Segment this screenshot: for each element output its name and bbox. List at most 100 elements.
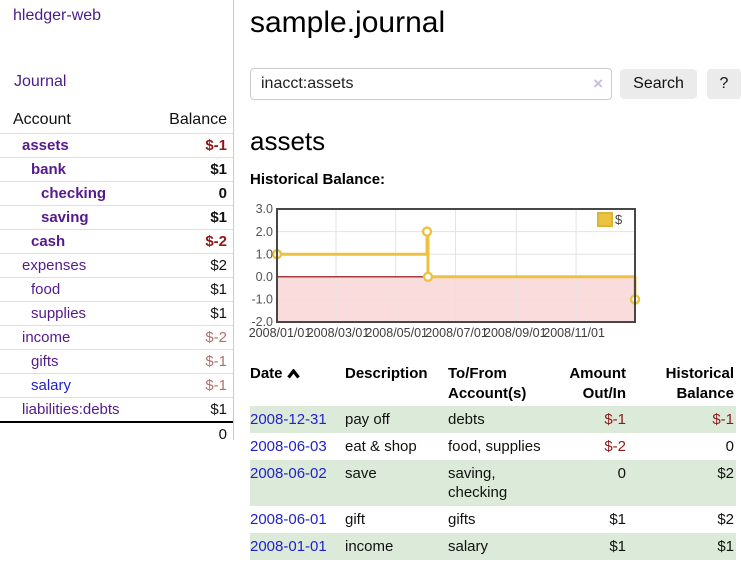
- svg-text:2008/09/01: 2008/09/01: [484, 326, 547, 340]
- svg-text:2008/01/01: 2008/01/01: [249, 326, 312, 340]
- account-balance: $1: [210, 209, 227, 226]
- transaction-amount: $1: [609, 538, 626, 555]
- sidebar-divider: [233, 0, 234, 440]
- page-title: sample.journal: [250, 6, 446, 39]
- svg-text:0.0: 0.0: [256, 270, 273, 284]
- x-axis-labels: 2008/01/01 2008/03/01 2008/05/01 2008/07…: [249, 326, 605, 340]
- app-title-link[interactable]: hledger-web: [13, 7, 102, 24]
- date-column-header[interactable]: Date: [250, 362, 345, 406]
- account-balance: $-1: [205, 353, 227, 370]
- account-link[interactable]: expenses: [22, 257, 87, 274]
- sort-ascending-icon: [286, 365, 300, 385]
- account-row-salary: salary $-1: [0, 373, 233, 397]
- transaction-accounts: saving, checking: [448, 465, 508, 501]
- transaction-date-link[interactable]: 2008-01-01: [250, 538, 327, 555]
- transaction-balance: $1: [717, 538, 734, 555]
- transaction-balance: $2: [717, 465, 734, 482]
- account-row-saving: saving $1: [0, 205, 233, 229]
- accounts-column-header: To/From Account(s): [448, 365, 527, 402]
- help-button[interactable]: ?: [707, 69, 741, 99]
- svg-text:-2.0: -2.0: [251, 315, 273, 329]
- svg-text:2.0: 2.0: [256, 225, 273, 239]
- balance-column-header: Historical Balance: [665, 365, 734, 402]
- account-balance-table: Account Balance assets $-1 bank $1 check…: [0, 108, 233, 446]
- search-button[interactable]: Search: [620, 69, 697, 99]
- account-row-assets: assets $-1: [0, 133, 233, 157]
- transaction-description: income: [345, 538, 394, 555]
- transaction-description: eat & shop: [345, 438, 417, 455]
- transaction-amount: $-2: [604, 438, 626, 455]
- transaction-accounts: debts: [448, 411, 485, 428]
- transaction-amount: 0: [617, 465, 626, 482]
- main-content: sample.journal × Search ? assets Histori…: [249, 0, 742, 560]
- account-balance: $-1: [205, 137, 227, 154]
- svg-text:1.0: 1.0: [256, 248, 273, 262]
- search-input[interactable]: [250, 68, 612, 100]
- account-row-income: income $-2: [0, 325, 233, 349]
- account-link[interactable]: food: [31, 281, 61, 298]
- account-link[interactable]: gifts: [31, 353, 59, 370]
- account-link[interactable]: assets: [22, 137, 69, 154]
- account-row-gifts: gifts $-1: [0, 349, 233, 373]
- account-link[interactable]: supplies: [31, 305, 87, 322]
- transaction-balance: $-1: [712, 411, 734, 428]
- account-row-supplies: supplies $1: [0, 301, 233, 325]
- transaction-date-link[interactable]: 2008-06-03: [250, 438, 327, 455]
- account-link[interactable]: salary: [31, 377, 72, 394]
- account-balance: 0: [218, 185, 227, 202]
- svg-text:2008/07/01: 2008/07/01: [425, 326, 488, 340]
- transaction-description: save: [345, 465, 377, 482]
- account-total-row: 0: [0, 421, 233, 446]
- transaction-balance: 0: [725, 438, 734, 455]
- register-table: Date Description To/From Account(s) Amou…: [250, 362, 736, 560]
- transaction-row: 2008-06-03 eat & shop food, supplies $-2…: [250, 433, 736, 460]
- register-header-row: Date Description To/From Account(s) Amou…: [250, 362, 736, 406]
- transaction-accounts: salary: [448, 538, 489, 555]
- account-row-expenses: expenses $2: [0, 253, 233, 277]
- account-link[interactable]: liabilities:debts: [22, 401, 120, 418]
- account-row-checking: checking 0: [0, 181, 233, 205]
- nav-journal-link[interactable]: Journal: [14, 73, 67, 90]
- historical-balance-chart: $ 3.0 2.0 1.0 0.0 -1.0 -2.0 2008/01/01 2…: [249, 202, 641, 340]
- account-column-header: Account: [13, 111, 71, 128]
- account-balance: $1: [210, 401, 227, 418]
- transaction-date-link[interactable]: 2008-06-02: [250, 465, 327, 482]
- svg-text:2008/11/01: 2008/11/01: [543, 326, 605, 340]
- transaction-row: 2008-06-02 save saving, checking 0 $2: [250, 460, 736, 506]
- svg-text:2008/03/01: 2008/03/01: [307, 326, 370, 340]
- account-balance: $1: [210, 161, 227, 178]
- transaction-description: gift: [345, 511, 366, 528]
- account-balance: $1: [210, 281, 227, 298]
- transaction-accounts: gifts: [448, 511, 476, 528]
- amount-column-header: Amount Out/In: [569, 365, 626, 402]
- account-balance: $1: [210, 305, 227, 322]
- legend-label: $: [615, 212, 623, 227]
- account-link[interactable]: saving: [41, 209, 89, 226]
- account-link[interactable]: income: [22, 329, 71, 346]
- transaction-amount: $-1: [604, 411, 626, 428]
- transaction-balance: $2: [717, 511, 734, 528]
- account-balance: $-1: [205, 377, 227, 394]
- account-link[interactable]: bank: [31, 161, 67, 178]
- account-balance: $2: [210, 257, 227, 274]
- total-balance: 0: [218, 426, 227, 443]
- description-column-header: Description: [345, 365, 428, 382]
- search-form: × Search ?: [250, 68, 741, 100]
- transaction-date-link[interactable]: 2008-12-31: [250, 411, 327, 428]
- svg-text:3.0: 3.0: [256, 202, 273, 216]
- account-row-cash: cash $-2: [0, 229, 233, 253]
- account-row-liabilities-debts: liabilities:debts $1: [0, 397, 233, 421]
- transaction-row: 2008-06-01 gift gifts $1 $2: [250, 506, 736, 533]
- account-link[interactable]: cash: [31, 233, 66, 250]
- clear-search-icon[interactable]: ×: [593, 74, 603, 93]
- chart-title: Historical Balance:: [250, 171, 386, 188]
- plot-border: [276, 208, 636, 323]
- account-table-header: Account Balance: [0, 108, 233, 133]
- transaction-amount: $1: [609, 511, 626, 528]
- account-link[interactable]: checking: [41, 185, 107, 202]
- balance-column-header: Balance: [169, 111, 227, 128]
- transaction-date-link[interactable]: 2008-06-01: [250, 511, 327, 528]
- account-row-food: food $1: [0, 277, 233, 301]
- transaction-description: pay off: [345, 411, 390, 428]
- sidebar: hledger-web Journal Account Balance asse…: [0, 0, 233, 446]
